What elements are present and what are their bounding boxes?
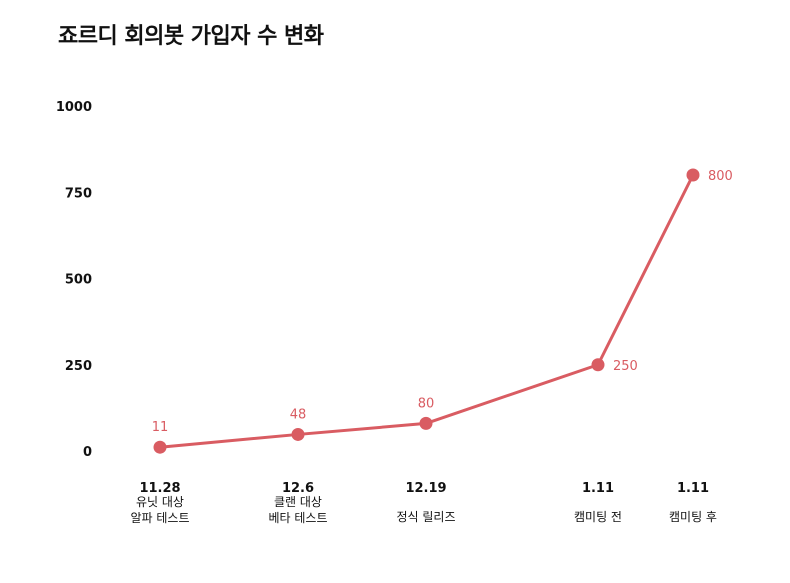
data-label: 11 [152,420,169,435]
y-tick-label: 750 [65,186,92,201]
x-tick-date: 11.28 [139,481,180,496]
x-tick-caption: 베타 테스트 [268,511,327,525]
y-tick-label: 250 [65,359,92,374]
x-tick-date: 12.6 [282,481,314,496]
data-point [591,358,605,372]
data-label: 250 [613,359,638,374]
data-points [153,168,700,454]
data-point [686,168,700,182]
y-axis-ticks: 0 250 500 750 1000 [56,100,92,460]
x-tick-caption: 캠미팅 후 [669,510,717,524]
data-labels: 11 48 80 250 800 [152,169,733,435]
x-tick-caption: 유닛 대상 [136,495,184,509]
x-tick-date: 1.11 [677,481,709,496]
data-point [419,416,433,430]
x-tick-caption: 클랜 대상 [274,495,322,509]
data-point [153,440,167,454]
data-label: 800 [708,169,733,184]
x-tick-date: 12.19 [405,481,446,496]
y-tick-label: 500 [65,273,92,288]
y-tick-label: 1000 [56,100,92,115]
chart-title: 죠르디 회의봇 가입자 수 변화 [58,24,324,49]
x-tick-caption: 알파 테스트 [130,511,189,525]
data-label: 80 [418,396,435,411]
x-tick-caption: 캠미팅 전 [574,510,622,524]
data-point [291,427,305,441]
x-tick-date: 1.11 [582,481,614,496]
y-tick-label: 0 [83,445,92,460]
x-tick-caption: 정식 릴리즈 [396,510,455,524]
data-label: 48 [290,407,307,422]
